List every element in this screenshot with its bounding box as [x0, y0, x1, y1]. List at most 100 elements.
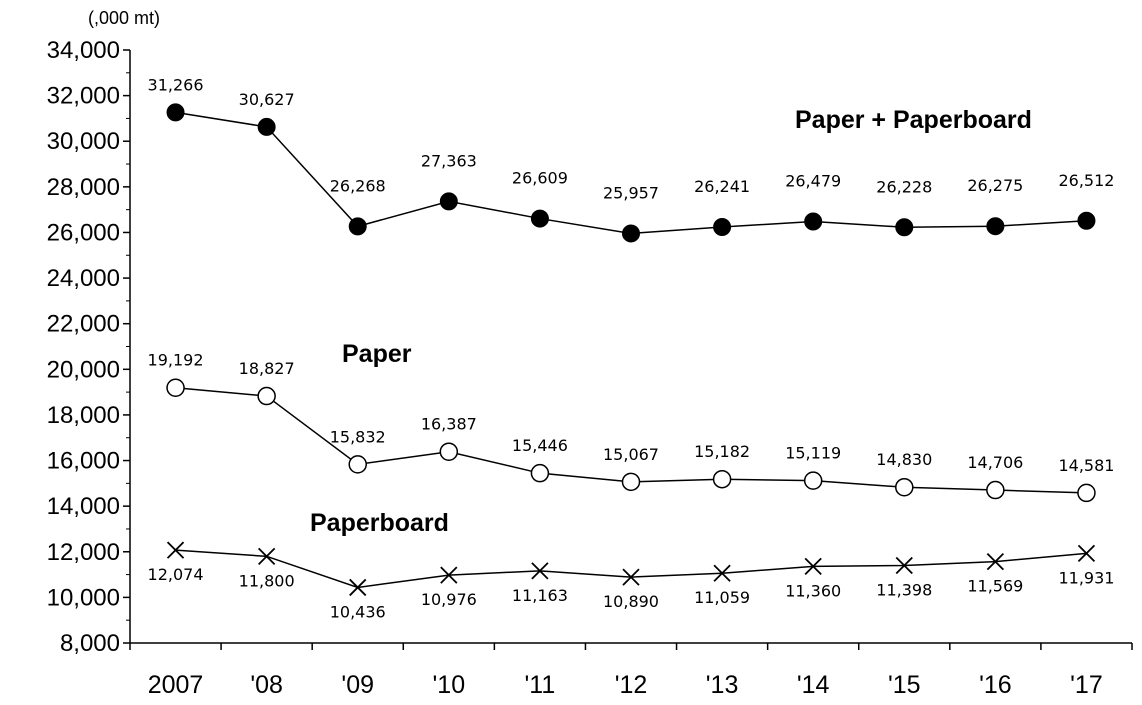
- data-label: 10,890: [603, 592, 659, 611]
- data-point: [621, 472, 641, 492]
- y-tick-label: 16,000: [47, 448, 120, 475]
- x-marker-stroke: [804, 557, 822, 576]
- data-point: [440, 566, 458, 584]
- y-tick-label: 34,000: [47, 37, 120, 64]
- y-tick-label: 30,000: [47, 128, 120, 155]
- data-point: [895, 477, 914, 497]
- x-marker-stroke: [1077, 544, 1096, 562]
- x-tick-label: 2007: [148, 671, 204, 699]
- series-marks: [166, 103, 1096, 597]
- x-tick-label: '10: [433, 671, 466, 699]
- data-point: [166, 378, 185, 397]
- data-label: 26,228: [876, 177, 932, 196]
- data-point: [895, 218, 914, 237]
- x-tick-label: '08: [250, 671, 283, 699]
- data-point: [1077, 211, 1096, 230]
- data-label: 10,976: [421, 590, 477, 609]
- data-point: [712, 469, 732, 489]
- data-point: [348, 455, 367, 474]
- series-line: [175, 549, 1087, 589]
- data-point: [986, 217, 1005, 236]
- data-point: [803, 471, 823, 490]
- data-point: [257, 117, 276, 136]
- x-marker-stroke: [713, 564, 731, 582]
- data-label: 11,800: [239, 571, 295, 590]
- x-marker-stroke: [349, 578, 367, 597]
- data-label: 26,268: [330, 176, 386, 195]
- x-tick-label: '15: [888, 671, 921, 699]
- data-label: 15,832: [330, 427, 386, 446]
- x-tick-label: '14: [797, 671, 830, 699]
- data-label: 11,931: [1058, 568, 1114, 587]
- data-point: [986, 552, 1005, 571]
- data-point: [348, 217, 367, 236]
- x-tick-label: '16: [979, 671, 1012, 699]
- data-point: [439, 442, 459, 461]
- x-tick-label: '17: [1070, 671, 1103, 699]
- data-label: 26,275: [967, 176, 1023, 195]
- unit-label: (,000 mt): [88, 8, 160, 28]
- data-point: [257, 386, 276, 406]
- data-label: 26,479: [785, 172, 841, 191]
- labels: 8,000 10,000 12,000 14,000 16,000 18,000 20,00…: [47, 8, 1115, 699]
- x-tick-label: '09: [341, 671, 374, 699]
- y-tick-label: 32,000: [47, 83, 120, 110]
- data-point: [804, 212, 823, 231]
- y-tick-label: 26,000: [47, 219, 120, 246]
- data-label: 14,706: [967, 453, 1023, 472]
- x-tick-label: '11: [525, 671, 556, 699]
- y-tick-label: 18,000: [47, 402, 120, 429]
- series-name-label: Paperboard: [310, 509, 449, 537]
- data-point: [257, 547, 276, 565]
- data-label: 31,266: [148, 75, 204, 94]
- data-label: 18,827: [239, 359, 295, 378]
- data-point: [986, 480, 1005, 500]
- data-label: 15,119: [785, 444, 841, 463]
- x-marker-stroke: [166, 541, 185, 559]
- data-label: 10,436: [330, 602, 386, 621]
- data-point: [1077, 544, 1096, 562]
- axes: [123, 49, 1133, 650]
- x-marker-stroke: [440, 566, 458, 584]
- data-label: 27,363: [421, 151, 477, 170]
- data-point: [166, 103, 185, 122]
- data-point: [713, 217, 732, 236]
- x-marker-stroke: [895, 556, 913, 575]
- data-point: [530, 463, 550, 483]
- data-label: 11,398: [876, 580, 932, 599]
- data-point: [622, 224, 640, 243]
- data-label: 26,241: [694, 177, 750, 196]
- data-label: 16,387: [421, 415, 477, 434]
- y-tick-label: 10,000: [47, 584, 120, 611]
- data-label: 11,569: [967, 577, 1023, 596]
- data-label: 26,609: [512, 169, 568, 188]
- series-name-label: Paper: [342, 340, 412, 368]
- y-tick-label: 22,000: [47, 311, 120, 338]
- data-point: [713, 564, 731, 582]
- x-marker-stroke: [986, 552, 1005, 571]
- y-tick-label: 28,000: [47, 174, 120, 201]
- data-label: 25,957: [603, 183, 659, 202]
- data-point: [531, 562, 549, 580]
- data-point: [1077, 483, 1096, 503]
- x-marker-stroke: [622, 568, 640, 586]
- data-label: 15,446: [512, 436, 568, 455]
- data-label: 19,192: [148, 351, 204, 370]
- data-label: 11,059: [694, 588, 750, 607]
- data-label: 26,512: [1058, 171, 1114, 190]
- y-tick-label: 8,000: [60, 630, 120, 657]
- x-marker-stroke: [531, 562, 549, 580]
- data-label: 14,581: [1058, 456, 1114, 475]
- series-name-label: Paper + Paperboard: [795, 106, 1032, 134]
- data-point: [349, 578, 367, 597]
- y-tick-label: 12,000: [47, 539, 120, 566]
- x-tick-label: '12: [615, 671, 648, 699]
- data-label: 15,067: [603, 445, 659, 464]
- y-tick-label: 14,000: [47, 493, 120, 520]
- data-label: 11,163: [512, 586, 568, 605]
- x-marker-stroke: [257, 547, 276, 565]
- data-point: [895, 556, 913, 575]
- data-point: [530, 209, 549, 228]
